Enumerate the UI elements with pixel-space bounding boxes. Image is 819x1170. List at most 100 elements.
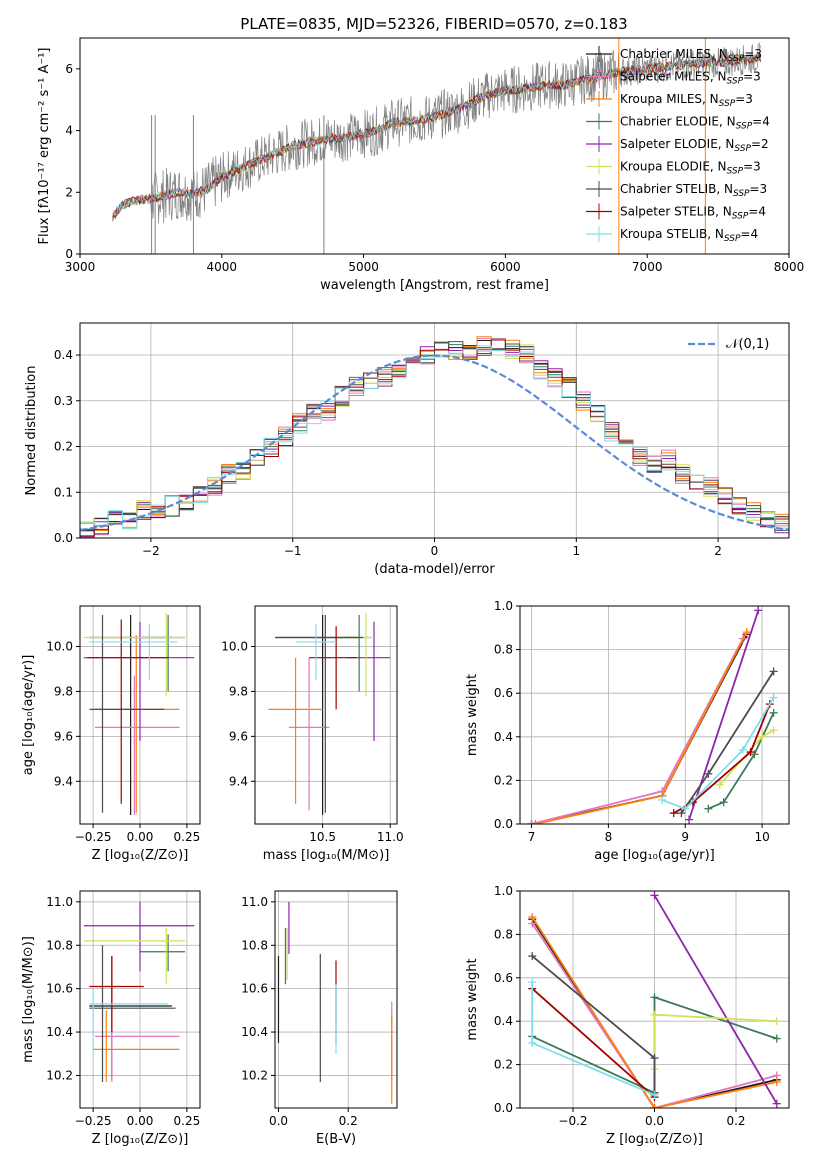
residuals-plot-area: [80, 336, 789, 538]
x-tick-label: 0.2: [726, 1114, 745, 1128]
y-tick-label: 1.0: [494, 599, 513, 613]
x-tick-label: −0.2: [558, 1114, 587, 1128]
weight-line-kroupa_elodie: [653, 1013, 777, 1069]
weight-line-chabrier_elodie: [707, 712, 775, 810]
model-line-kroupa_stelib: [112, 54, 761, 217]
legend-sub: SSP: [736, 122, 753, 132]
y-axis-label: Flux [fλ10⁻¹⁷ erg cm⁻² s⁻¹ A⁻¹]: [37, 48, 52, 245]
y-tick-label: 0.4: [54, 348, 73, 362]
y-tick-label: 0.2: [494, 773, 513, 787]
y-tick-label: 0.0: [54, 531, 73, 545]
legend-suffix: =4: [740, 227, 758, 241]
weight-line-salpeter_stelib: [531, 987, 656, 1098]
gaussian-curve: [80, 354, 789, 532]
legend-suffix: =3: [743, 160, 761, 174]
axes-frame: [519, 890, 790, 1109]
y-tick-label: 10.8: [46, 938, 73, 952]
histogram-salpeter_stelib: [80, 339, 789, 538]
y-tick-label: 0.2: [54, 440, 73, 454]
age_vs_mass-panel: 10.5 11.0 9.4 9.6 9.8 10.0 mass [log₁₀(M/M⊙)]: [221, 605, 404, 863]
y-tick-label: 4: [65, 124, 73, 138]
age_vs_mass-plot-area: [268, 612, 391, 816]
x-tick-label: 2: [714, 544, 722, 558]
y-axis-label: mass weight: [465, 958, 480, 1040]
axes-frame: [79, 37, 790, 255]
y-tick-label: 0.3: [54, 394, 73, 408]
x-tick-label: 6000: [490, 260, 521, 274]
legend-sub: SSP: [733, 189, 750, 199]
y-tick-label: 10.6: [241, 982, 268, 996]
legend-sub: SSP: [719, 99, 736, 109]
y-tick-label: 0.6: [494, 971, 513, 985]
x-tick-label: 1: [572, 544, 580, 558]
histogram-kroupa_stelib: [80, 345, 789, 538]
x-tick-label: 0: [431, 544, 439, 558]
x-axis-label: Z [log₁₀(Z/Z⊙)]: [92, 848, 189, 863]
y-tick-label: 9.8: [229, 684, 248, 698]
weight_vs_Z-plot-area: [528, 891, 781, 1108]
x-tick-label: 0.00: [127, 1114, 154, 1128]
weight-line-salpeter_miles: [531, 923, 778, 1108]
y-tick-label: 11.0: [46, 895, 73, 909]
legend-suffix: =3: [750, 182, 768, 196]
legend-sub: SSP: [728, 54, 745, 64]
legend-sub: SSP: [727, 77, 744, 87]
x-tick-label: 3000: [65, 260, 96, 274]
y-tick-label: 9.8: [54, 684, 73, 698]
y-tick-label: 2: [65, 185, 73, 199]
x-tick-label: 0.2: [339, 1114, 358, 1128]
x-axis-label: mass [log₁₀(M/M⊙)]: [263, 848, 390, 863]
model-line-kroupa_elodie: [112, 54, 761, 220]
x-tick-label: 4000: [207, 260, 238, 274]
residuals-panel: −2 −1 0 1 2 0.0 0.1 0.2 0.3 0.4 (data-model)/error…: [24, 322, 790, 577]
x-tick-label: 10.5: [309, 830, 336, 844]
y-axis-label: age [log₁₀(age/yr)]: [21, 655, 36, 776]
weight_vs_age-panel: 7 8 9 10 0.0 0.2 0.4 0.6 0.8 1.0 age [log₁₀(age/yr…: [465, 599, 790, 863]
x-tick-label: 0.00: [127, 830, 154, 844]
x-tick-label: −0.25: [75, 1114, 112, 1128]
y-tick-label: 10.8: [241, 938, 268, 952]
legend-text: Chabrier ELODIE, N: [620, 115, 736, 129]
legend-text: Salpeter ELODIE, N: [620, 137, 734, 151]
legend-text: Salpeter MILES, N: [620, 70, 727, 84]
legend-suffix: =4: [752, 115, 770, 129]
y-tick-label: 10.0: [221, 639, 248, 653]
y-tick-label: 0.6: [494, 686, 513, 700]
legend-text: Kroupa MILES, N: [620, 92, 719, 106]
legend-label-chabrier_stelib: Chabrier STELIB, NSSP=3: [620, 182, 767, 199]
legend-label-chabrier_elodie: Chabrier ELODIE, NSSP=4: [620, 115, 770, 132]
y-tick-label: 10.0: [46, 639, 73, 653]
legend-label-kroupa_stelib: Kroupa STELIB, NSSP=4: [620, 227, 758, 244]
y-tick-label: 10.2: [241, 1068, 268, 1082]
y-tick-label: 9.6: [229, 729, 248, 743]
y-tick-label: 10.6: [46, 982, 73, 996]
legend-suffix: =3: [735, 92, 753, 106]
weight-line-salpeter_elodie: [653, 894, 778, 1105]
x-axis-label: Z [log₁₀(Z/Z⊙)]: [606, 1132, 703, 1147]
y-tick-label: 6: [65, 62, 73, 76]
mass_vs_Z-panel: −0.25 0.00 0.25 10.2 10.4 10.6 10.8 11.0 Z [log₁…: [21, 890, 201, 1147]
weight-line-chabrier_stelib: [531, 955, 656, 1093]
legend-text: Chabrier MILES, N: [620, 47, 728, 61]
x-tick-label: −1: [284, 544, 302, 558]
x-tick-label: 0.0: [645, 1114, 664, 1128]
weight-line-kroupa_miles: [531, 916, 777, 1108]
y-tick-label: 0.0: [494, 817, 513, 831]
x-axis-label: E(B-V): [316, 1132, 356, 1147]
legend-sub: SSP: [727, 167, 744, 177]
axes-frame: [79, 322, 790, 539]
model-line-salpeter_stelib: [112, 52, 761, 219]
legend-label-chabrier_miles: Chabrier MILES, NSSP=3: [620, 47, 762, 64]
legend-label-salpeter_elodie: Salpeter ELODIE, NSSP=2: [620, 137, 769, 154]
spectrum-panel: 3000 4000 5000 6000 7000 8000 0 2 4 6 wavelength […: [37, 37, 804, 293]
mass_vs_Z-plot-area: [83, 901, 195, 1082]
y-tick-label: 10.4: [241, 1025, 268, 1039]
legend-suffix: =2: [751, 137, 769, 151]
legend-text: Salpeter STELIB, N: [620, 205, 732, 219]
axes-frame: [79, 890, 201, 1109]
axes-frame: [274, 890, 398, 1109]
x-tick-label: 10: [754, 830, 769, 844]
y-tick-label: 11.0: [241, 895, 268, 909]
x-tick-label: 8: [605, 830, 613, 844]
